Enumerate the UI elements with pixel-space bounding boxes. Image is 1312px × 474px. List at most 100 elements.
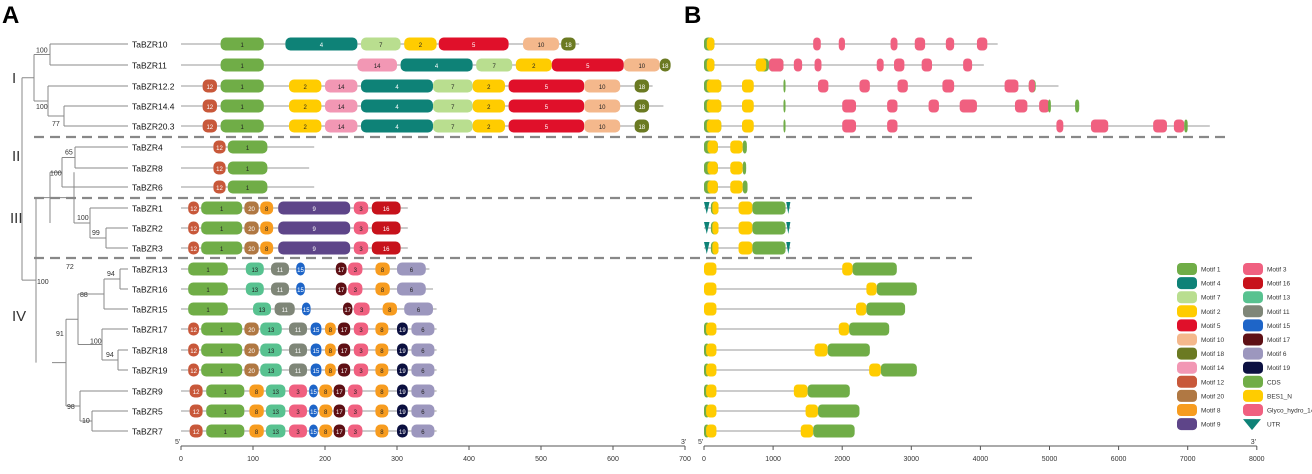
motif-number: 1 [220,369,224,375]
structure-feature [768,58,784,72]
motif-block [348,384,363,398]
structure-feature [942,79,955,93]
structure-feature [959,99,977,113]
motif-block [271,282,289,296]
bootstrap-label: 91 [56,331,64,338]
structure-axis-tick-label: 6000 [1111,456,1127,463]
structure-feature [849,322,890,336]
motif-block [188,363,199,377]
motif-number: 14 [338,85,345,91]
structure-feature [928,99,939,113]
motif-block [382,302,397,316]
structure-feature [712,221,719,235]
bootstrap-label: 100 [77,215,89,222]
legend-swatch [1177,404,1197,416]
bootstrap-label: 94 [106,352,114,359]
motif-block [289,322,307,336]
legend-swatch [1177,319,1197,332]
structure-feature [793,384,808,398]
motif-block [472,79,505,93]
motif-number: 12 [206,85,213,91]
motif-number: 11 [295,369,302,375]
legend-label: Motif 6 [1267,351,1287,358]
legend-swatch [1243,333,1263,346]
motif-block [325,343,336,357]
motif-block [375,343,389,357]
motif-number: 11 [277,288,284,294]
motif-block [375,384,389,398]
structure-feature [1075,99,1080,113]
motif-block [249,384,264,398]
motif-number: 10 [538,43,545,49]
motif-block [584,119,621,133]
motif-block [188,282,228,296]
gene-label: TaBZR17 [132,325,168,335]
motif-number: 6 [421,390,425,396]
motif-block [289,384,307,398]
gene-label: TaBZR2 [132,224,163,234]
bootstrap-label: 99 [92,230,100,237]
motif-number: 9 [313,227,317,233]
gene-label: TaBZR18 [132,346,168,356]
motif-number: 18 [638,105,645,111]
motif-number: 20 [248,349,255,355]
motif-block [397,424,408,438]
motif-number: 6 [421,430,425,436]
motif-block [289,99,322,113]
motif-number: 1 [246,167,250,173]
bootstrap-label: 77 [52,121,60,128]
motif-number: 4 [395,85,399,91]
motif-number: 17 [341,328,348,334]
motif-number: 4 [320,43,324,49]
motif-block [244,201,259,215]
motif-number: 8 [329,328,333,334]
motif-number: 1 [220,247,224,253]
motif-block [188,201,199,215]
structure-axis-tick-label: 5000 [1042,456,1058,463]
legend-swatch [1243,291,1263,304]
motif-number: 8 [265,247,269,253]
motif-number: 2 [304,125,308,131]
legend-label: BES1_N [1267,393,1292,400]
motif-number: 1 [206,268,210,274]
structure-feature [712,241,719,255]
motif-block [253,302,271,316]
legend-label: Motif 16 [1267,281,1291,288]
motif-number: 1 [220,328,224,334]
motif-number: 3 [296,430,300,436]
bootstrap-label: 100 [36,104,48,111]
legend-label: Motif 15 [1267,323,1291,330]
motif-block [404,37,437,51]
motif-block [634,99,649,113]
motif-number: 19 [399,328,406,334]
motif-block [433,99,473,113]
motif-number: 5 [545,125,549,131]
motif-number: 20 [248,207,255,213]
structure-axis-tick-label: 7000 [1180,456,1196,463]
motif-number: 7 [451,125,455,131]
utr-marker [704,222,710,234]
motif-block [310,343,322,357]
structure-feature [866,282,877,296]
motif-number: 15 [310,390,317,396]
motif-block [278,241,351,255]
motif-number: 15 [297,288,304,294]
motif-block [634,79,649,93]
gene-label: TaBZR8 [132,164,163,174]
motif-block [411,343,435,357]
motif-axis-tick-label: 0 [179,456,183,463]
bootstrap-label: 94 [107,271,115,278]
motif-block [244,343,259,357]
motif-block [337,343,351,357]
utr-marker [786,222,791,234]
motif-number: 8 [255,430,259,436]
motif-number: 7 [451,85,455,91]
motif-block [274,302,295,316]
structure-feature [752,221,786,235]
structure-feature [814,58,822,72]
motif-number: 3 [359,207,363,213]
structure-feature [783,79,786,93]
motif-block [265,404,286,418]
legend-label: Motif 9 [1201,422,1221,429]
